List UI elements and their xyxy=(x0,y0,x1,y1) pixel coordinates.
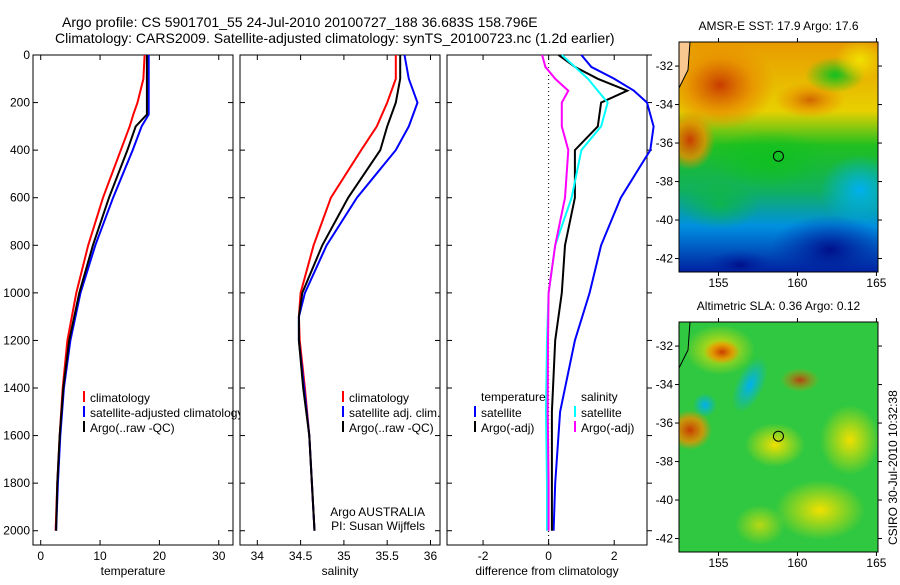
x-tick-label: 165 xyxy=(866,276,886,290)
y-tick-label: -36 xyxy=(656,416,674,430)
y-tick-label: 0 xyxy=(23,48,30,62)
legend-label: climatology xyxy=(349,391,409,405)
legend-swatch xyxy=(474,406,476,417)
title-line-1: Argo profile: CS 5901701_55 24-Jul-2010 … xyxy=(62,14,538,30)
legend-swatch xyxy=(83,406,85,417)
x-tick-label: 160 xyxy=(787,276,807,290)
legend-label: Argo(..raw -QC) xyxy=(90,421,175,435)
legend-swatch xyxy=(574,421,576,432)
series-line-salinity-argo-adj- xyxy=(541,54,570,531)
x-tick-label: 160 xyxy=(787,556,807,570)
x-axis-label: difference from climatology xyxy=(475,564,618,578)
x-tick-label: 0 xyxy=(545,549,552,563)
y-tick-label: 800 xyxy=(10,238,30,252)
series-line-temperature-satellite xyxy=(552,54,655,531)
legend-swatch xyxy=(342,391,344,402)
y-tick-label: -36 xyxy=(656,136,674,150)
y-tick-label: -42 xyxy=(656,532,674,546)
y-tick-label: -38 xyxy=(656,175,674,189)
sla-map xyxy=(679,322,878,552)
map-title: Altimetric SLA: 0.36 Argo: 0.12 xyxy=(697,299,861,313)
legend-label: Argo(..raw -QC) xyxy=(349,421,434,435)
x-tick-label: -2 xyxy=(478,549,489,563)
y-tick-label: -38 xyxy=(656,455,674,469)
x-tick-label: 0 xyxy=(37,549,44,563)
x-tick-label: 10 xyxy=(93,549,107,563)
plot-frame xyxy=(32,54,234,546)
sst-map xyxy=(679,42,878,272)
map-frame xyxy=(678,321,879,553)
argo-location-marker xyxy=(772,430,784,442)
series-line-temperature-argo-adj- xyxy=(550,54,630,531)
y-tick-label: 1400 xyxy=(3,381,30,395)
x-tick-label: 34.5 xyxy=(289,549,313,563)
y-tick-label: -32 xyxy=(656,59,674,73)
map-title: AMSR-E SST: 17.9 Argo: 17.6 xyxy=(698,19,858,33)
credit-text: CSIRO 30-Jul-2010 10:32:38 xyxy=(886,390,900,545)
annotation-text: PI: Susan Wijffels xyxy=(331,519,425,533)
x-tick-label: 155 xyxy=(708,556,728,570)
y-tick-label: 1000 xyxy=(3,286,30,300)
legend-label: satellite xyxy=(481,406,522,420)
y-tick-label: 1200 xyxy=(3,333,30,347)
panel-2: 34 34.5 35 35.5 36 salinity climatologysatelli… xyxy=(239,54,441,578)
series-line-salinity-satellite xyxy=(544,54,609,531)
x-tick-label: 36 xyxy=(424,549,438,563)
y-tick-label: -32 xyxy=(656,339,674,353)
legend-swatch xyxy=(83,421,85,432)
y-tick-label: -40 xyxy=(656,493,674,507)
y-tick-label: -42 xyxy=(656,252,674,266)
legend-label: satellite adj. clim. xyxy=(349,406,440,420)
y-tick-label: 2000 xyxy=(3,524,30,538)
panel-1: 0 10 20 30 0 200 400 600 800 1000 1200 1400 1600 1800… xyxy=(3,48,243,578)
legend-swatch xyxy=(474,421,476,432)
legend-header-salinity: salinity xyxy=(581,390,618,404)
x-tick-label: 155 xyxy=(708,276,728,290)
legend-label: climatology xyxy=(90,391,150,405)
series-line-argo-raw-qc- xyxy=(297,55,402,531)
y-tick-label: 400 xyxy=(10,143,30,157)
x-tick-label: 30 xyxy=(212,549,226,563)
legend-swatch xyxy=(342,421,344,432)
x-tick-label: 2 xyxy=(611,549,618,563)
sla-map-axes: Altimetric SLA: 0.36 Argo: 0.12 155 160 165… xyxy=(656,299,887,570)
map-frame xyxy=(678,41,879,273)
plot-frame xyxy=(239,54,441,546)
annotation-text: Argo AUSTRALIA xyxy=(330,505,425,519)
legend-label: satellite-adjusted climatology xyxy=(90,406,243,420)
y-tick-label: 1800 xyxy=(3,476,30,490)
x-tick-label: 20 xyxy=(153,549,167,563)
x-tick-label: 165 xyxy=(866,556,886,570)
y-tick-label: 600 xyxy=(10,191,30,205)
argo-location-marker xyxy=(772,150,784,162)
x-axis-label: temperature xyxy=(101,564,166,578)
x-tick-label: 34 xyxy=(251,549,265,563)
legend-header-temperature: temperature xyxy=(481,390,546,404)
title-line-2: Climatology: CARS2009. Satellite-adjuste… xyxy=(55,30,615,46)
y-tick-label: -34 xyxy=(656,98,674,112)
series-line-argo-raw-qc- xyxy=(55,55,148,531)
x-tick-label: 35.5 xyxy=(376,549,400,563)
x-axis-label: salinity xyxy=(322,564,359,578)
sst-map-axes: AMSR-E SST: 17.9 Argo: 17.6 155 160 165 -32 -… xyxy=(656,19,887,290)
y-tick-label: 200 xyxy=(10,96,30,110)
legend-label: Argo(-adj) xyxy=(581,421,634,435)
legend-swatch xyxy=(574,406,576,417)
legend-label: Argo(-adj) xyxy=(481,421,534,435)
y-tick-label: -34 xyxy=(656,378,674,392)
y-tick-label: 1600 xyxy=(3,429,30,443)
legend-swatch xyxy=(83,391,85,402)
y-tick-label: -40 xyxy=(656,213,674,227)
legend-swatch xyxy=(342,406,344,417)
x-tick-label: 35 xyxy=(337,549,351,563)
legend-label: satellite xyxy=(581,406,622,420)
